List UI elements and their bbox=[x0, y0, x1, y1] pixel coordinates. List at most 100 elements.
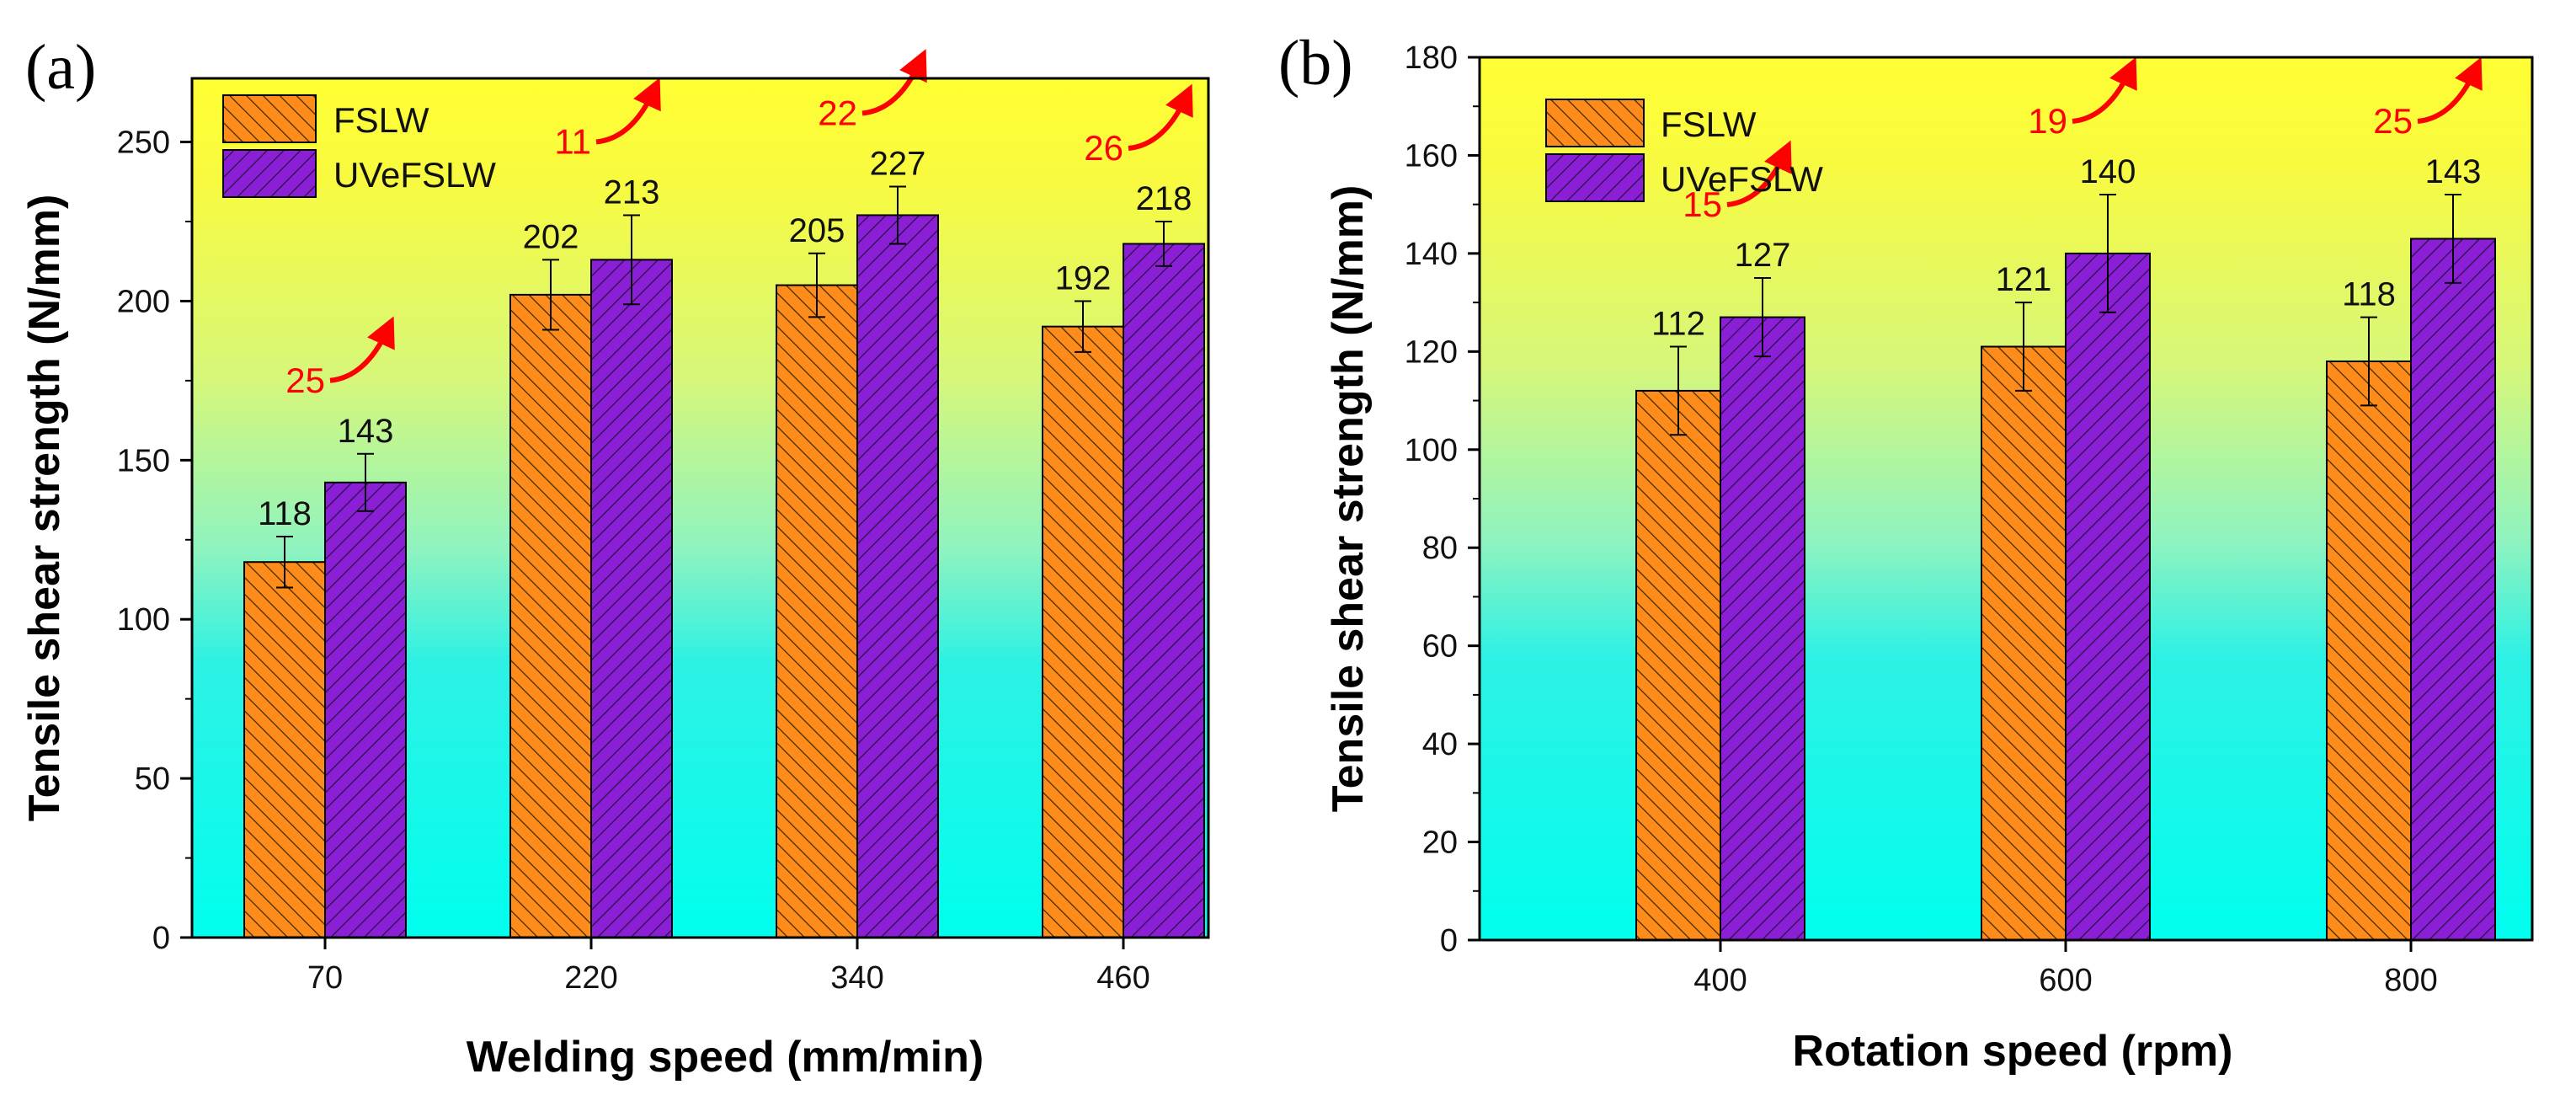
panel-a-increase-arrow-340 bbox=[861, 49, 927, 116]
panel-b-y-tick-label-160: 160 bbox=[1405, 138, 1458, 174]
panel-b-error-bar-fslw-600 bbox=[2015, 302, 2032, 392]
panel-a-value-label-fslw-340: 205 bbox=[789, 212, 845, 249]
panel-a-x-tick-label-220: 220 bbox=[564, 960, 617, 996]
panel-b-value-label-fslw-400: 112 bbox=[1651, 306, 1705, 343]
panel-a-legend-fslw-label: FSLW bbox=[333, 100, 429, 140]
panel-b-bar-uvefslw-800 bbox=[2410, 238, 2496, 941]
panel-a-error-bar-uvefslw-220 bbox=[623, 214, 640, 306]
panel-a-value-label-uvefslw-220: 213 bbox=[604, 174, 660, 211]
panel-a-value-label-uvefslw-460: 218 bbox=[1136, 180, 1192, 217]
panel-b-y-tick-label-0: 0 bbox=[1440, 923, 1458, 959]
panel-a-bar-fslw-340 bbox=[776, 284, 858, 938]
panel-b-y-tick-label-140: 140 bbox=[1405, 237, 1458, 272]
panel-a-legend-uvefslw-swatch bbox=[222, 149, 317, 198]
panel-a-y-tick-label-150: 150 bbox=[117, 443, 170, 478]
panel-a-y-tick-label-50: 50 bbox=[135, 761, 170, 797]
panel-b-increase-arrow-600 bbox=[2072, 56, 2137, 125]
panel-a-error-bar-fslw-220 bbox=[542, 259, 559, 331]
panel-b-x-tick-label-800: 800 bbox=[2384, 963, 2437, 998]
panel-b-annotations: 112 127 15 121 140 19 118 143 25 bbox=[1651, 56, 2483, 436]
panel-b-increase-label-600: 19 bbox=[2028, 101, 2067, 141]
panel-a-y-tick-label-250: 250 bbox=[117, 126, 170, 161]
panel-a-legend-uvefslw-label: UVeFSLW bbox=[333, 155, 496, 195]
panel-a-increase-arrow-220 bbox=[595, 77, 661, 145]
panel-b-y-tick-label-40: 40 bbox=[1422, 727, 1458, 762]
panel-b-error-bar-fslw-400 bbox=[1670, 345, 1687, 436]
panel-a-bar-uvefslw-70 bbox=[324, 481, 407, 938]
panel-b-x-axis-title: Rotation speed (rpm) bbox=[1793, 1027, 2233, 1076]
panel-b-increase-arrow-400 bbox=[1726, 140, 1792, 207]
panel-b-axes: 400 600 800 0 20 40 60 80 100 120 140 160 180 bbox=[1405, 40, 2438, 998]
panel-b-x-tick-label-600: 600 bbox=[2039, 963, 2092, 998]
panel-a-y-tick-label-200: 200 bbox=[117, 284, 170, 319]
panel-b-y-tick-label-100: 100 bbox=[1405, 433, 1458, 468]
panel-b-y-tick-label-80: 80 bbox=[1422, 531, 1458, 566]
panel-b-y-tick-label-120: 120 bbox=[1405, 334, 1458, 370]
panel-a-y-tick-label-0: 0 bbox=[152, 921, 170, 956]
panel-a-error-bar-uvefslw-460 bbox=[1155, 221, 1172, 267]
panel-a-increase-arrow-460 bbox=[1128, 83, 1193, 151]
panel-a-bar-uvefslw-340 bbox=[856, 214, 939, 938]
panel-a-annotations: 118 143 25 202 213 11 205 227 22 192 218 26 bbox=[258, 49, 1193, 589]
panel-a-value-label-fslw-220: 202 bbox=[523, 218, 579, 255]
panel-b-label: (b) bbox=[1278, 28, 1353, 99]
panel-b-error-bar-uvefslw-600 bbox=[2099, 194, 2116, 313]
panel-a-error-bar-fslw-460 bbox=[1075, 300, 1091, 353]
panel-b-y-tick-label-180: 180 bbox=[1405, 40, 1458, 76]
panel-a-bars bbox=[243, 214, 1205, 939]
panel-b-x-tick-label-400: 400 bbox=[1693, 963, 1747, 998]
panel-a-x-tick-label-340: 340 bbox=[830, 960, 883, 996]
panel-b-error-bar-uvefslw-800 bbox=[2445, 194, 2461, 284]
panel-a-value-label-fslw-460: 192 bbox=[1055, 259, 1112, 297]
panel-b-value-label-fslw-600: 121 bbox=[1996, 261, 2052, 298]
panel-b-bar-uvefslw-400 bbox=[1720, 316, 1805, 942]
panel-a-bar-uvefslw-460 bbox=[1123, 243, 1205, 938]
panel-a-increase-label-460: 26 bbox=[1084, 128, 1123, 168]
panel-b-value-label-uvefslw-400: 127 bbox=[1735, 237, 1791, 274]
panel-a-error-bar-uvefslw-340 bbox=[889, 185, 906, 245]
panel-a-x-tick-label-460: 460 bbox=[1096, 960, 1149, 996]
panel-b-bar-fslw-400 bbox=[1635, 389, 1721, 941]
panel-a-y-axis-title: Tensile shear strength (N/mm) bbox=[20, 195, 69, 822]
panel-a-increase-label-220: 11 bbox=[554, 121, 591, 161]
panel-b-bar-fslw-800 bbox=[2326, 360, 2412, 941]
panel-a-value-label-fslw-70: 118 bbox=[258, 495, 312, 532]
panel-a-bar-uvefslw-220 bbox=[590, 259, 673, 939]
panel-a-axes: 70 220 340 460 0 50 100 150 200 250 bbox=[117, 126, 1150, 996]
panel-b-legend-fslw-label: FSLW bbox=[1661, 104, 1757, 144]
panel-b-y-tick-label-20: 20 bbox=[1422, 825, 1458, 861]
panel-b-error-bar-fslw-800 bbox=[2360, 316, 2377, 407]
panel-b-increase-label-800: 25 bbox=[2373, 101, 2413, 141]
panel-b-y-tick-label-60: 60 bbox=[1422, 629, 1458, 665]
panel-b-error-bar-uvefslw-400 bbox=[1754, 277, 1771, 358]
panel-a-x-axis-title: Welding speed (mm/min) bbox=[467, 1033, 984, 1082]
panel-a-label: (a) bbox=[25, 32, 96, 103]
panel-b-value-label-fslw-800: 118 bbox=[2342, 276, 2396, 313]
panel-b-y-axis-title: Tensile shear strength (N/mm) bbox=[1324, 185, 1373, 813]
panel-b-legend-fslw-swatch bbox=[1545, 99, 1645, 147]
panel-b-value-label-uvefslw-800: 143 bbox=[2425, 153, 2482, 190]
panel-b-value-label-uvefslw-600: 140 bbox=[2080, 153, 2136, 190]
panel-a-bar-fslw-220 bbox=[509, 293, 592, 938]
panel-a-increase-arrow-70 bbox=[329, 316, 395, 383]
panel-a-error-bar-uvefslw-70 bbox=[357, 452, 374, 512]
panel-b-increase-label-400: 15 bbox=[1683, 184, 1722, 224]
panel-a-plot-frame bbox=[190, 77, 1210, 939]
panel-a-legend-fslw-swatch bbox=[222, 94, 317, 143]
panel-a-increase-label-340: 22 bbox=[818, 93, 857, 132]
panel-a-y-tick-label-100: 100 bbox=[117, 602, 170, 638]
panel-a-legend: FSLW UVeFSLW bbox=[222, 94, 496, 198]
panel-a-x-tick-label-70: 70 bbox=[307, 960, 343, 996]
panel-a-error-bar-fslw-70 bbox=[276, 536, 293, 589]
panel-a-increase-label-70: 25 bbox=[285, 361, 325, 400]
panel-b-legend-uvefslw-swatch bbox=[1545, 153, 1645, 202]
panel-a-error-bar-fslw-340 bbox=[808, 252, 825, 318]
panel-a-bar-fslw-70 bbox=[243, 561, 326, 938]
panel-a-value-label-uvefslw-340: 227 bbox=[870, 145, 926, 182]
panel-a-value-label-uvefslw-70: 143 bbox=[338, 413, 394, 450]
panel-b-legend: FSLW UVeFSLW bbox=[1545, 99, 1823, 202]
panel-a-bar-fslw-460 bbox=[1042, 325, 1124, 938]
panel-b-bar-fslw-600 bbox=[1981, 345, 2067, 941]
panel-b-bars bbox=[1635, 238, 2496, 942]
